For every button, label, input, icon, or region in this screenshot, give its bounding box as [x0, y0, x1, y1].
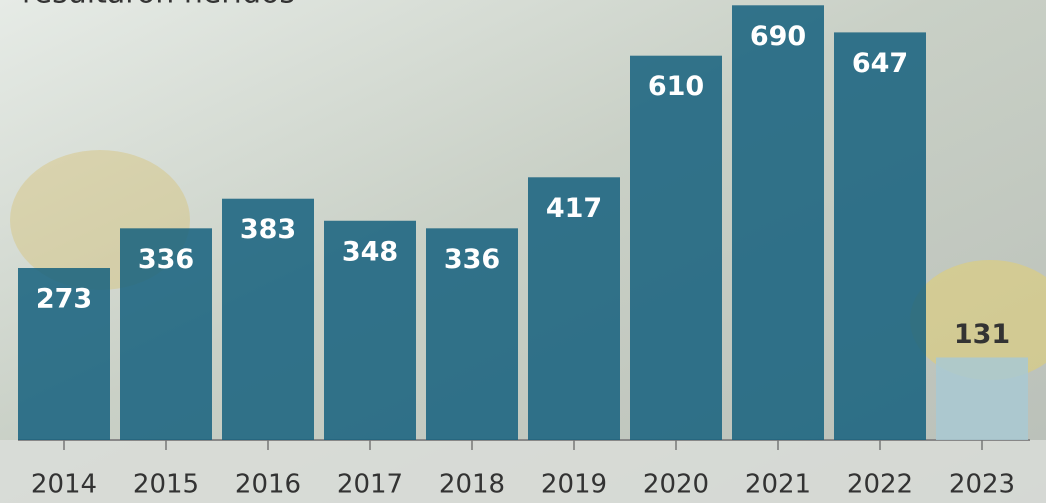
value-label: 610	[648, 71, 704, 102]
x-tick-label: 2015	[133, 470, 199, 500]
bar	[936, 357, 1028, 440]
x-tick-label: 2020	[643, 470, 709, 500]
bar	[630, 56, 722, 440]
x-tick-label: 2018	[439, 470, 505, 500]
value-label: 348	[342, 236, 398, 267]
value-label: 690	[750, 21, 806, 52]
value-label: 131	[954, 319, 1010, 350]
x-tick-label: 2023	[949, 470, 1015, 500]
x-tick-label: 2019	[541, 470, 607, 500]
value-label: 336	[444, 244, 500, 275]
x-tick-label: 2017	[337, 470, 403, 500]
chart: resultaron heridos 2014 273 2015 336 2016 383…	[0, 0, 1046, 503]
bar	[732, 5, 824, 440]
x-tick-label: 2014	[31, 470, 97, 500]
bar	[834, 32, 926, 440]
value-label: 273	[36, 284, 92, 315]
x-tick-label: 2016	[235, 470, 301, 500]
value-label: 383	[240, 214, 296, 245]
value-label: 647	[852, 48, 908, 79]
x-tick-label: 2021	[745, 470, 811, 500]
value-label: 336	[138, 244, 194, 275]
value-label: 417	[546, 193, 602, 224]
chart-title: resultaron heridos	[22, 0, 295, 11]
x-tick-label: 2022	[847, 470, 913, 500]
